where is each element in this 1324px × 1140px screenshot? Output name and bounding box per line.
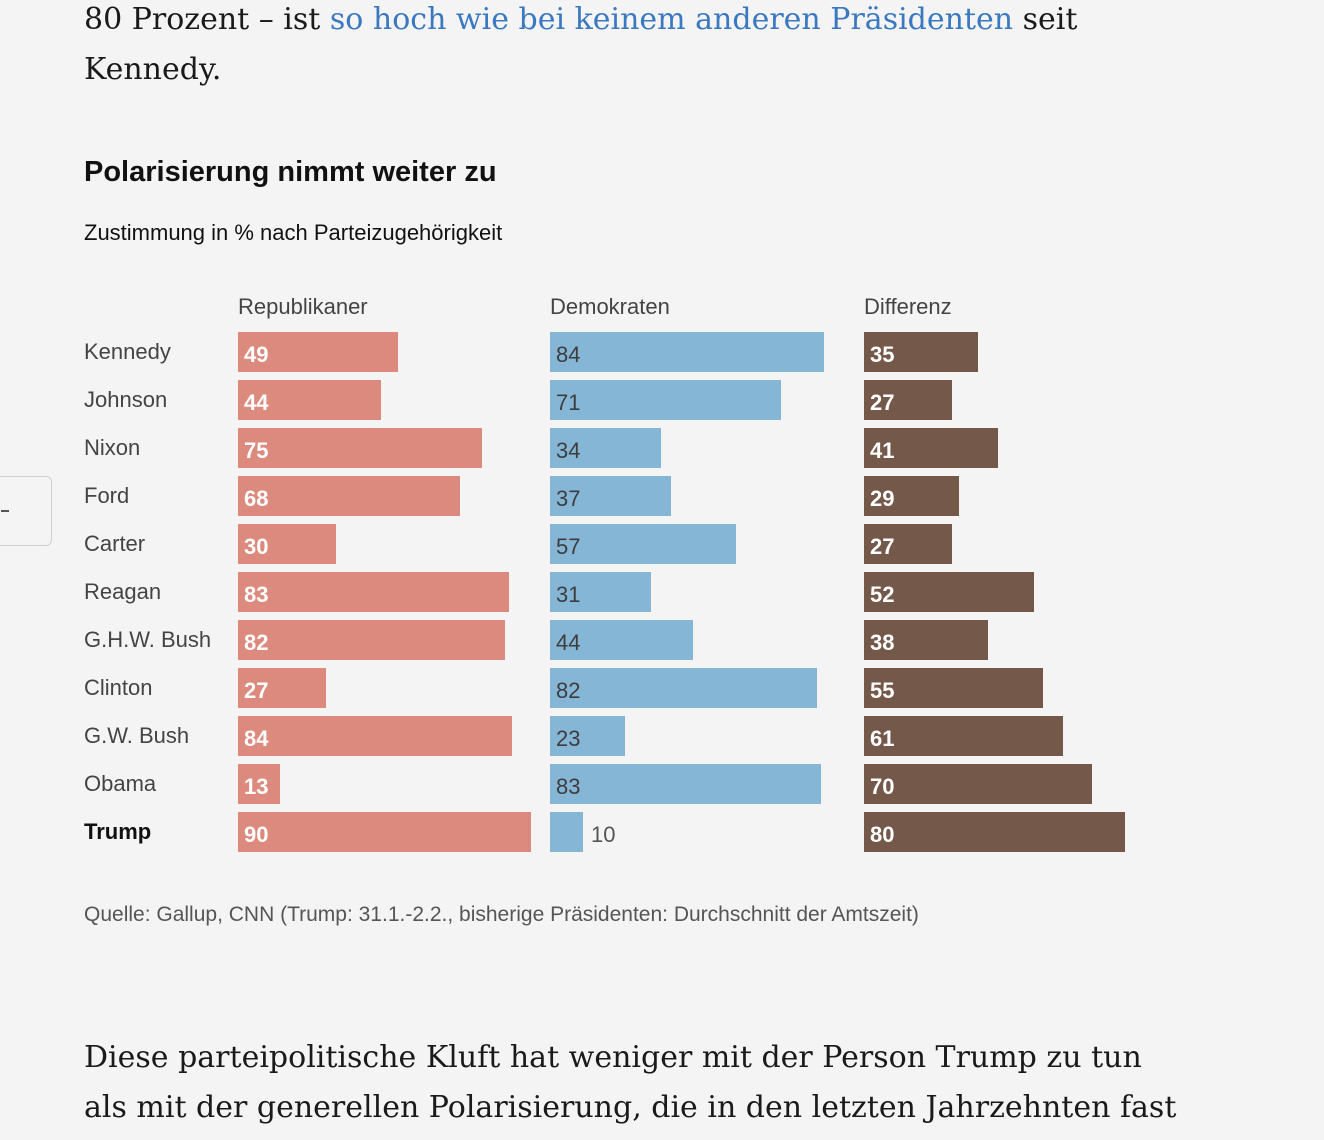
bar-value-label: 37 (556, 486, 581, 511)
bar-value-label: 57 (556, 534, 581, 559)
row-label: G.W. Bush (84, 723, 190, 748)
bar-value-label: 82 (556, 678, 581, 703)
bar-value-label: 83 (244, 582, 269, 607)
bar-value-label: 49 (244, 342, 269, 367)
bar-value-label: 13 (244, 774, 269, 799)
bar-demokraten (550, 572, 651, 612)
bar-republikaner (238, 668, 326, 708)
bar-republikaner (238, 620, 505, 660)
bar-value-label: 75 (244, 438, 269, 463)
bar-republikaner (238, 764, 280, 804)
bar-demokraten (550, 428, 661, 468)
row-label: Johnson (84, 387, 168, 412)
bar-demokraten (550, 524, 736, 564)
bar-demokraten (550, 668, 817, 708)
bar-differenz (864, 620, 988, 660)
column-header-republikaner: Republikaner (238, 294, 368, 319)
bar-republikaner (238, 476, 460, 516)
bar-value-label: 10 (591, 822, 616, 847)
intro-text: 80 Prozent – ist (84, 2, 330, 37)
bar-value-label: 27 (244, 678, 269, 703)
bar-value-label: 70 (870, 774, 895, 799)
bar-demokraten (550, 716, 625, 756)
bar-differenz (864, 476, 959, 516)
bar-differenz (864, 668, 1043, 708)
bar-value-label: 80 (870, 822, 895, 847)
row-label: Trump (84, 819, 152, 844)
bar-differenz (864, 332, 978, 372)
bar-differenz (864, 380, 952, 420)
row-label: Carter (84, 531, 146, 556)
bar-republikaner (238, 812, 531, 852)
bar-value-label: 84 (556, 342, 581, 367)
row-label: G.H.W. Bush (84, 627, 212, 652)
intro-text-end: seit Kennedy. (84, 2, 1078, 87)
intro-link[interactable]: so hoch wie bei keinem anderen Präsident… (329, 2, 1014, 37)
row-label: Reagan (84, 579, 162, 604)
bar-value-label: 29 (870, 486, 895, 511)
row-label: Nixon (84, 435, 141, 460)
bar-differenz (864, 572, 1034, 612)
bar-value-label: 61 (870, 726, 895, 751)
bar-value-label: 84 (244, 726, 269, 751)
bar-republikaner (238, 716, 512, 756)
bar-value-label: 35 (870, 342, 895, 367)
bar-differenz (864, 764, 1092, 804)
bar-demokraten (550, 332, 824, 372)
bar-value-label: 44 (244, 390, 269, 415)
side-panel-toggle[interactable] (0, 476, 52, 546)
bar-value-label: 23 (556, 726, 581, 751)
bar-republikaner (238, 572, 509, 612)
article-paragraph-top: 80 Prozent – ist so hoch wie bei keinem … (84, 0, 1184, 95)
minus-icon (1, 510, 9, 512)
bar-republikaner (238, 524, 336, 564)
bar-value-label: 34 (556, 438, 581, 463)
bar-demokraten (550, 620, 693, 660)
bar-republikaner (238, 332, 398, 372)
outro-line-2: als mit der generellen Polarisierung, di… (84, 1090, 1177, 1125)
bar-value-label: 27 (870, 534, 895, 559)
bar-demokraten (550, 764, 821, 804)
article-paragraph-bottom: Diese parteipolitische Kluft hat weniger… (84, 1033, 1204, 1133)
bar-value-label: 90 (244, 822, 269, 847)
bar-demokraten (550, 380, 781, 420)
chart-source: Quelle: Gallup, CNN (Trump: 31.1.-2.2., … (84, 903, 919, 926)
row-label: Clinton (84, 675, 153, 700)
bar-value-label: 68 (244, 486, 269, 511)
bar-value-label: 83 (556, 774, 581, 799)
bar-republikaner (238, 380, 381, 420)
bar-differenz (864, 716, 1063, 756)
bar-value-label: 44 (556, 630, 581, 655)
bar-value-label: 30 (244, 534, 269, 559)
bar-value-label: 41 (870, 438, 895, 463)
bar-value-label: 71 (556, 390, 581, 415)
bar-value-label: 52 (870, 582, 895, 607)
bar-differenz (864, 812, 1125, 852)
bar-value-label: 31 (556, 582, 581, 607)
chart-subtitle: Zustimmung in % nach Parteizugehörigkeit (84, 220, 503, 245)
column-header-differenz: Differenz (864, 294, 952, 319)
row-label: Obama (84, 771, 157, 796)
column-header-demokraten: Demokraten (550, 294, 670, 319)
bar-value-label: 38 (870, 630, 895, 655)
bar-value-label: 55 (870, 678, 895, 703)
outro-line-1: Diese parteipolitische Kluft hat weniger… (84, 1040, 1142, 1075)
bar-value-label: 82 (244, 630, 269, 655)
bar-demokraten (550, 812, 583, 852)
chart-title: Polarisierung nimmt weiter zu (84, 156, 497, 188)
bar-republikaner (238, 428, 482, 468)
row-label: Ford (84, 483, 130, 508)
bar-value-label: 27 (870, 390, 895, 415)
row-label: Kennedy (84, 339, 171, 364)
bar-differenz (864, 428, 998, 468)
bar-differenz (864, 524, 952, 564)
bar-demokraten (550, 476, 671, 516)
